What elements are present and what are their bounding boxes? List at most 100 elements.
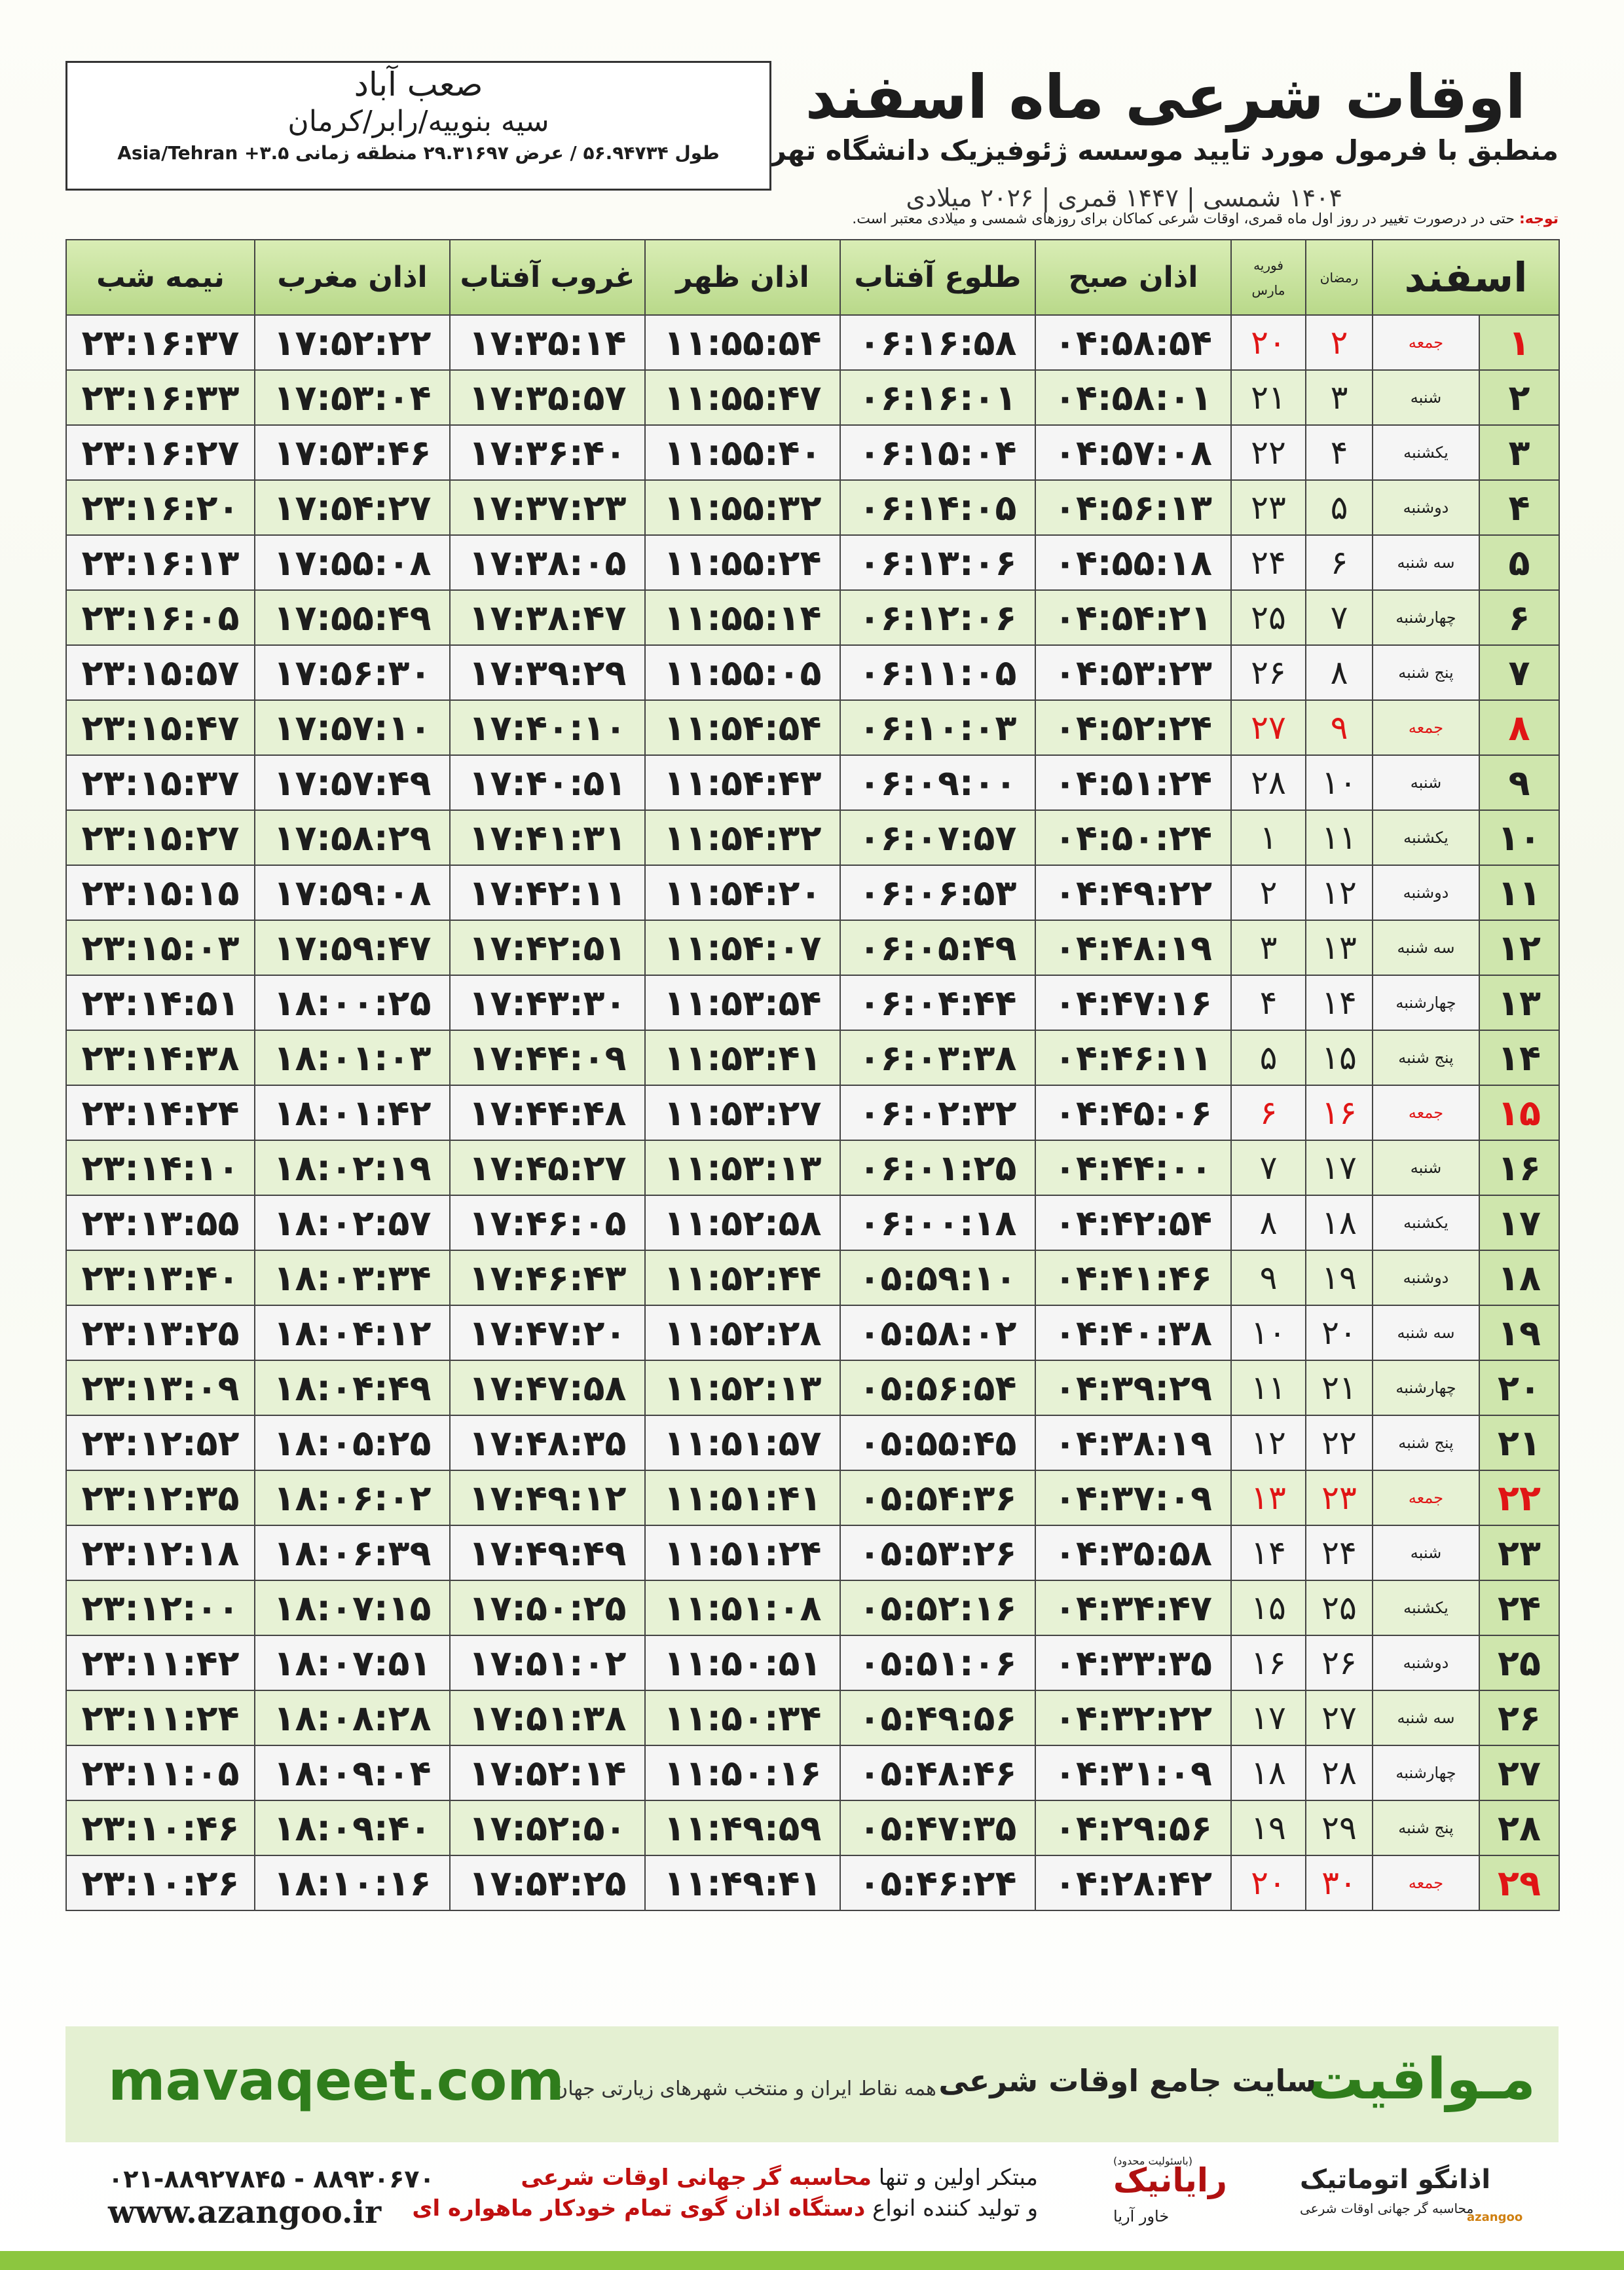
- time-cell: ۰۵:۵۱:۰۶: [840, 1635, 1036, 1691]
- ramadan-day: ۱۷: [1305, 1140, 1373, 1196]
- time-cell: ۰۵:۴۶:۲۴: [840, 1855, 1036, 1911]
- ramadan-day: ۱۹: [1305, 1250, 1373, 1306]
- tagline: سایت جامع اوقات شرعی: [938, 2063, 1316, 2098]
- time-cell: ۱۷:۴۶:۴۳: [449, 1250, 646, 1306]
- day-number: ۱۰: [1479, 809, 1560, 866]
- time-cell: ۲۳:۱۵:۲۷: [65, 809, 255, 866]
- time-cell: ۱۸:۰۰:۲۵: [254, 975, 451, 1031]
- time-cell: ۱۷:۴۴:۴۸: [449, 1085, 646, 1141]
- time-cell: ۱۸:۰۲:۵۷: [254, 1195, 451, 1251]
- day-number: ۲۲: [1479, 1470, 1560, 1526]
- time-cell: ۲۳:۱۵:۴۷: [65, 699, 255, 756]
- table-row: ۱ جمعه ۲ ۲۰ ۰۴:۵۸:۵۴ ۰۶:۱۶:۵۸ ۱۱:۵۵:۵۴ ۱۷:۳۵:۱۴…: [65, 314, 1560, 371]
- table-row: ۹ شنبه ۱۰ ۲۸ ۰۴:۵۱:۲۴ ۰۶:۰۹:۰۰ ۱۱:۵۴:۴۳ ۱۷:۴۰:۵…: [65, 754, 1560, 811]
- time-cell: ۱۸:۰۲:۱۹: [254, 1140, 451, 1196]
- gregorian-day: ۲۰: [1230, 314, 1306, 371]
- time-cell: ۱۱:۵۵:۴۷: [644, 369, 841, 426]
- time-cell: ۱۷:۳۸:۰۵: [449, 534, 646, 591]
- time-cell: ۲۳:۱۲:۳۵: [65, 1470, 255, 1526]
- time-cell: ۰۴:۵۸:۰۱: [1035, 369, 1232, 426]
- gregorian-day: ۱۱: [1230, 1360, 1306, 1416]
- gregorian-day: ۲۷: [1230, 699, 1306, 756]
- day-number: ۲۶: [1479, 1690, 1560, 1746]
- title: اوقات شرعی ماه اسفند: [805, 62, 1526, 132]
- weekday: دوشنبه: [1372, 865, 1480, 921]
- time-cell: ۱۷:۵۷:۴۹: [254, 754, 451, 811]
- time-cell: ۱۱:۵۴:۲۰: [644, 865, 841, 921]
- time-cell: ۱۱:۵۴:۵۴: [644, 699, 841, 756]
- time-cell: ۱۱:۵۴:۰۷: [644, 920, 841, 976]
- time-cell: ۰۶:۰۵:۴۹: [840, 920, 1036, 976]
- promo-highlight: محاسبه گر جهانی اوقات شرعی: [521, 2165, 872, 2191]
- weekday: یکشنبه: [1372, 809, 1480, 866]
- time-cell: ۲۳:۱۴:۲۴: [65, 1085, 255, 1141]
- day-number: ۸: [1479, 699, 1560, 756]
- day-number: ۳: [1479, 424, 1560, 481]
- table-row: ۱۳ چهارشنبه ۱۴ ۴ ۰۴:۴۷:۱۶ ۰۶:۰۴:۴۴ ۱۱:۵۳:۵۴ ۱۷:…: [65, 975, 1560, 1031]
- weekday: شنبه: [1372, 754, 1480, 811]
- time-cell: ۰۴:۵۰:۲۴: [1035, 809, 1232, 866]
- time-cell: ۲۳:۱۴:۱۰: [65, 1140, 255, 1196]
- time-cell: ۰۴:۵۲:۲۴: [1035, 699, 1232, 756]
- time-cell: ۱۷:۳۹:۲۹: [449, 644, 646, 701]
- gregorian-day: ۲۴: [1230, 534, 1306, 591]
- day-number: ۱۸: [1479, 1250, 1560, 1306]
- time-cell: ۱۷:۵۳:۰۴: [254, 369, 451, 426]
- time-cell: ۱۷:۵۴:۲۷: [254, 479, 451, 536]
- time-cell: ۲۳:۱۶:۱۳: [65, 534, 255, 591]
- gregorian-day: ۲۸: [1230, 754, 1306, 811]
- time-cell: ۰۵:۵۴:۳۶: [840, 1470, 1036, 1526]
- time-cell: ۱۷:۳۸:۴۷: [449, 589, 646, 646]
- logo-azangoo-sub: محاسبه گر جهانی اوقات شرعی: [1300, 2201, 1474, 2216]
- time-header: نیمه شب: [65, 239, 255, 316]
- time-cell: ۲۳:۱۳:۵۵: [65, 1195, 255, 1251]
- day-number: ۲۴: [1479, 1580, 1560, 1636]
- gregorian-day: ۲: [1230, 865, 1306, 921]
- website[interactable]: mavaqeet.com: [108, 2049, 564, 2113]
- time-cell: ۱۱:۵۵:۲۴: [644, 534, 841, 591]
- time-cell: ۱۷:۳۵:۵۷: [449, 369, 646, 426]
- ramadan-day: ۷: [1305, 589, 1373, 646]
- time-cell: ۱۷:۵۰:۲۵: [449, 1580, 646, 1636]
- time-cell: ۱۸:۰۹:۴۰: [254, 1800, 451, 1856]
- day-number: ۲: [1479, 369, 1560, 426]
- table-row: ۲۷ چهارشنبه ۲۸ ۱۸ ۰۴:۳۱:۰۹ ۰۵:۴۸:۴۶ ۱۱:۵۰:۱۶ ۱۷…: [65, 1745, 1560, 1801]
- promo-text: مبتکر اولین و تنها: [878, 2165, 1038, 2191]
- time-cell: ۱۱:۵۰:۱۶: [644, 1745, 841, 1801]
- time-cell: ۰۶:۱۱:۰۵: [840, 644, 1036, 701]
- ramadan-header: رمضان: [1305, 239, 1373, 316]
- time-cell: ۰۶:۱۴:۰۵: [840, 479, 1036, 536]
- gregorian-day: ۱۳: [1230, 1470, 1306, 1526]
- table-row: ۲۸ پنج شنبه ۲۹ ۱۹ ۰۴:۲۹:۵۶ ۰۵:۴۷:۳۵ ۱۱:۴۹:۵۹ ۱۷…: [65, 1800, 1560, 1856]
- time-cell: ۲۳:۱۶:۳۷: [65, 314, 255, 371]
- gregorian-day: ۱۶: [1230, 1635, 1306, 1691]
- ramadan-day: ۱۲: [1305, 865, 1373, 921]
- time-cell: ۱۷:۵۲:۲۲: [254, 314, 451, 371]
- tagline-2: همه نقاط ایران و منتخب شهرهای زیارتی جها…: [553, 2077, 936, 2100]
- phone: ۰۲۱-۸۸۹۲۷۸۴۵ - ۸۸۹۳۰۶۷۰: [108, 2165, 435, 2193]
- weekday: پنج شنبه: [1372, 644, 1480, 701]
- time-cell: ۰۶:۰۱:۲۵: [840, 1140, 1036, 1196]
- promo-line: مبتکر اولین و تنها محاسبه گر جهانی اوقات…: [521, 2165, 1038, 2191]
- day-number: ۱۵: [1479, 1085, 1560, 1141]
- table-row: ۶ چهارشنبه ۷ ۲۵ ۰۴:۵۴:۲۱ ۰۶:۱۲:۰۶ ۱۱:۵۵:۱۴ ۱۷:۳…: [65, 589, 1560, 646]
- time-cell: ۱۸:۰۱:۰۳: [254, 1030, 451, 1086]
- website-2[interactable]: www.azangoo.ir: [108, 2194, 382, 2231]
- day-number: ۱۹: [1479, 1305, 1560, 1361]
- ramadan-day: ۱۶: [1305, 1085, 1373, 1141]
- time-cell: ۱۷:۴۱:۳۱: [449, 809, 646, 866]
- gregorian-day: ۸: [1230, 1195, 1306, 1251]
- ramadan-day: ۲۸: [1305, 1745, 1373, 1801]
- dates: ۱۴۰۴ شمسی | ۱۴۴۷ قمری | ۲۰۲۶ میلادی: [906, 183, 1342, 212]
- time-cell: ۰۶:۱۶:۰۱: [840, 369, 1036, 426]
- table-row: ۱۶ شنبه ۱۷ ۷ ۰۴:۴۴:۰۰ ۰۶:۰۱:۲۵ ۱۱:۵۳:۱۳ ۱۷:۴۵:۲…: [65, 1140, 1560, 1196]
- note-label: توجه:: [1519, 211, 1559, 227]
- time-cell: ۱۱:۵۳:۲۷: [644, 1085, 841, 1141]
- weekday: پنج شنبه: [1372, 1800, 1480, 1856]
- ramadan-day: ۳۰: [1305, 1855, 1373, 1911]
- time-cell: ۲۳:۱۳:۴۰: [65, 1250, 255, 1306]
- time-cell: ۲۳:۱۲:۱۸: [65, 1525, 255, 1581]
- day-number: ۱۴: [1479, 1030, 1560, 1086]
- day-number: ۴: [1479, 479, 1560, 536]
